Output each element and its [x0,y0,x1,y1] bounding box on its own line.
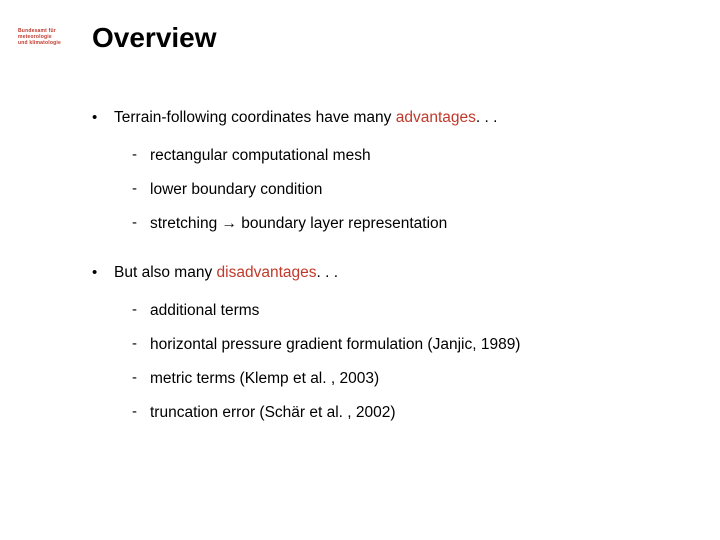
bullet-item: • But also many disadvantages. . . [92,263,690,283]
bullet-item: • Terrain-following coordinates have man… [92,108,690,128]
sub-text: horizontal pressure gradient formulation… [150,335,520,355]
bullet-emphasis: advantages [396,109,476,126]
dash-marker: - [132,369,150,386]
page-title: Overview [92,22,217,54]
bullet-marker: • [92,108,114,128]
sub-item: - truncation error (Schär et al. , 2002) [132,403,690,423]
sub-text: metric terms (Klemp et al. , 2003) [150,369,379,389]
sub-item: - rectangular computational mesh [132,146,690,166]
bullet-text: Terrain-following coordinates have many … [114,108,497,128]
bullet-prefix: But also many [114,264,217,281]
sub-list: - rectangular computational mesh - lower… [132,146,690,234]
bullet-suffix: . . . [317,264,339,281]
logo-text: Bundesamt für meteorologie und klimatolo… [18,28,61,46]
dash-marker: - [132,301,150,318]
bullet-text: But also many disadvantages. . . [114,263,338,283]
sub-text: rectangular computational mesh [150,146,371,166]
bullet-suffix: . . . [476,109,498,126]
sub-item: - stretching → boundary layer representa… [132,214,690,234]
sub-text: lower boundary condition [150,180,322,200]
sub-item: - horizontal pressure gradient formulati… [132,335,690,355]
content-area: • Terrain-following coordinates have man… [92,108,690,437]
dash-marker: - [132,214,150,231]
sub-text: truncation error (Schär et al. , 2002) [150,403,396,423]
bullet-emphasis: disadvantages [217,264,317,281]
dash-marker: - [132,146,150,163]
sub-text: additional terms [150,301,259,321]
sub-item: - lower boundary condition [132,180,690,200]
sub-text: stretching → boundary layer representati… [150,214,447,234]
bullet-prefix: Terrain-following coordinates have many [114,109,396,126]
logo-line-3: und klimatologie [18,40,61,46]
dash-marker: - [132,403,150,420]
sub-list: - additional terms - horizontal pressure… [132,301,690,424]
bullet-marker: • [92,263,114,283]
sub-item: - additional terms [132,301,690,321]
sub-item: - metric terms (Klemp et al. , 2003) [132,369,690,389]
dash-marker: - [132,335,150,352]
dash-marker: - [132,180,150,197]
